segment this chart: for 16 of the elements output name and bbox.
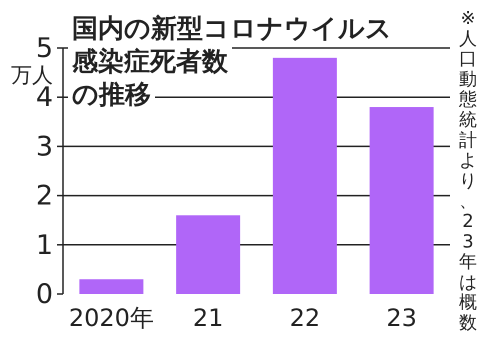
bar [79,279,144,294]
y-tick-label: 3 [36,131,53,162]
y-tick-label: 1 [36,230,53,261]
bar [370,107,434,294]
x-tick-label: 23 [386,304,417,332]
x-tick-label: 22 [290,304,320,332]
bar [176,215,240,294]
bar [272,58,337,294]
x-tick-label: 21 [192,304,224,332]
y-axis-title: 万人 [11,63,53,87]
text: ※人口動態統計より、23年は概数 [459,8,477,334]
y-tick-label: 2 [36,180,53,212]
y-tick-label: 5 [36,33,53,64]
y-tick-label: 0 [36,279,53,310]
chart-title: 国内の新型コロナウイルス感染症死者数の推移 [71,14,392,110]
x-tick-label: 2020年 [68,304,154,332]
